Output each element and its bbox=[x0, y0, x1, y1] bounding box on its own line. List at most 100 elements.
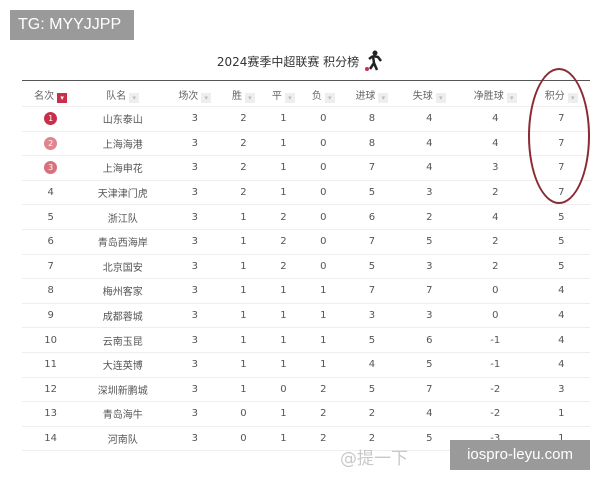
column-header[interactable]: 失球 ▾ bbox=[400, 84, 458, 107]
cell-5: 0 bbox=[303, 204, 344, 230]
cell-value: 3 bbox=[191, 260, 198, 272]
cell-5: 0 bbox=[303, 155, 344, 181]
sort-icon[interactable]: ▾ bbox=[201, 93, 212, 103]
column-header[interactable]: 场次 ▾ bbox=[166, 84, 224, 107]
cell-value: 3 bbox=[426, 187, 433, 199]
team-name: 梅州客家 bbox=[102, 287, 143, 299]
header-row: 名次 ▾ 队名 ▾ 场次 ▾ 胜 ▾ 平 ▾ 负 ▾ 进球 ▾ 失球 ▾ 净胜球 ▾ 积分 ▾ bbox=[22, 84, 590, 107]
cell-2: 3 bbox=[166, 180, 224, 206]
team-name: 深圳新鹏城 bbox=[97, 385, 148, 397]
rank-medal-icon: 1 bbox=[44, 112, 58, 126]
cell-1: 梅州客家 bbox=[79, 278, 167, 304]
cell-value: 3 bbox=[191, 433, 198, 445]
cell-0: 4 bbox=[22, 180, 80, 206]
team-name: 云南玉昆 bbox=[102, 336, 143, 348]
sort-icon[interactable]: ▾ bbox=[506, 93, 517, 103]
cell-value: 2 bbox=[320, 433, 327, 445]
column-header[interactable]: 负 ▾ bbox=[303, 84, 344, 107]
cell-value: 2 bbox=[368, 433, 376, 445]
cell-7: 4 bbox=[400, 106, 458, 132]
cell-value: 7 bbox=[47, 260, 54, 272]
table-row: 10 云南玉昆 3 1 1 1 5 6 -1 4 bbox=[22, 327, 590, 353]
cell-value: 5 bbox=[426, 433, 433, 445]
cell-6: 5 bbox=[343, 327, 401, 353]
sort-icon[interactable]: ▾ bbox=[244, 93, 255, 103]
cell-5: 1 bbox=[303, 303, 344, 329]
cell-value: -1 bbox=[490, 359, 501, 371]
cell-value: -1 bbox=[490, 334, 501, 346]
sort-icon[interactable]: ▾ bbox=[57, 93, 68, 103]
column-header[interactable]: 进球 ▾ bbox=[343, 84, 401, 107]
cell-value: 0 bbox=[320, 162, 327, 174]
standings-table: 名次 ▾ 队名 ▾ 场次 ▾ 胜 ▾ 平 ▾ 负 ▾ 进球 ▾ 失球 ▾ 净胜球 ▾ 积分 ▾ 1 山东泰山 3 2 1 0 8 4… bbox=[22, 84, 590, 452]
cell-4: 1 bbox=[263, 155, 304, 181]
cell-value: 0 bbox=[320, 137, 327, 149]
cell-8: 2 bbox=[457, 254, 533, 280]
sort-icon[interactable]: ▾ bbox=[378, 93, 389, 103]
cell-0: 2 bbox=[22, 131, 80, 157]
cell-2: 3 bbox=[166, 401, 224, 427]
team-name: 上海海港 bbox=[102, 139, 143, 151]
cell-2: 3 bbox=[166, 155, 224, 181]
cell-1: 天津津门虎 bbox=[79, 180, 167, 206]
table-row: 8 梅州客家 3 1 1 1 7 7 0 4 bbox=[22, 278, 590, 304]
cell-value: -2 bbox=[490, 383, 501, 395]
cell-value: 1 bbox=[280, 310, 287, 322]
cell-6: 3 bbox=[343, 303, 401, 329]
cell-7: 4 bbox=[400, 155, 458, 181]
sort-icon[interactable]: ▾ bbox=[435, 93, 446, 103]
cell-value: 5 bbox=[368, 187, 376, 199]
cell-value: 4 bbox=[426, 162, 433, 174]
cell-1: 大连英博 bbox=[79, 352, 167, 378]
column-header[interactable]: 胜 ▾ bbox=[223, 84, 264, 107]
cell-3: 0 bbox=[223, 426, 264, 452]
table-row: 11 大连英博 3 1 1 1 4 5 -1 4 bbox=[22, 352, 590, 378]
page-title: 2024赛季中超联赛 积分榜 bbox=[0, 50, 600, 72]
table-row: 7 北京国安 3 1 2 0 5 3 2 5 bbox=[22, 254, 590, 280]
cell-4: 1 bbox=[263, 426, 304, 452]
cell-value: 4 bbox=[47, 187, 54, 199]
cell-6: 7 bbox=[343, 155, 401, 181]
cell-0: 7 bbox=[22, 254, 80, 280]
soccer-player-icon bbox=[365, 50, 383, 71]
cell-2: 3 bbox=[166, 327, 224, 353]
cell-value: 1 bbox=[320, 310, 327, 322]
cell-value: 4 bbox=[426, 113, 433, 125]
column-header[interactable]: 队名 ▾ bbox=[79, 84, 167, 107]
cell-1: 浙江队 bbox=[79, 204, 167, 230]
table-row: 6 青岛西海岸 3 1 2 0 7 5 2 5 bbox=[22, 229, 590, 255]
team-name: 大连英博 bbox=[102, 361, 143, 373]
column-header[interactable]: 平 ▾ bbox=[263, 84, 304, 107]
cell-1: 上海海港 bbox=[79, 131, 167, 157]
cell-value: 1 bbox=[280, 137, 287, 149]
team-name: 青岛西海岸 bbox=[97, 238, 148, 250]
team-name: 北京国安 bbox=[102, 262, 143, 274]
cell-value: 5 bbox=[47, 211, 54, 223]
cell-value: 1 bbox=[558, 408, 565, 420]
cell-value: 2 bbox=[492, 236, 499, 248]
cell-1: 青岛西海岸 bbox=[79, 229, 167, 255]
cell-value: 2 bbox=[240, 137, 247, 149]
sort-icon[interactable]: ▾ bbox=[129, 93, 140, 103]
cell-value: 1 bbox=[240, 285, 247, 297]
cell-value: 5 bbox=[558, 260, 565, 272]
column-header[interactable]: 名次 ▾ bbox=[22, 84, 80, 107]
cell-value: 3 bbox=[368, 310, 376, 322]
cell-4: 2 bbox=[263, 229, 304, 255]
sort-icon[interactable]: ▾ bbox=[284, 93, 295, 103]
sort-icon[interactable]: ▾ bbox=[324, 93, 335, 103]
cell-value: 3 bbox=[191, 408, 198, 420]
rank-medal-icon: 2 bbox=[44, 136, 58, 150]
cell-value: 2 bbox=[492, 260, 499, 272]
cell-9: 4 bbox=[532, 303, 590, 329]
cell-6: 5 bbox=[343, 254, 401, 280]
cell-value: 4 bbox=[492, 113, 499, 125]
team-name: 上海申花 bbox=[102, 164, 143, 176]
cell-3: 1 bbox=[223, 254, 264, 280]
cell-2: 3 bbox=[166, 204, 224, 230]
cell-3: 1 bbox=[223, 377, 264, 403]
column-header[interactable]: 净胜球 ▾ bbox=[457, 84, 533, 107]
cell-value: 0 bbox=[320, 187, 327, 199]
cell-4: 2 bbox=[263, 204, 304, 230]
cell-8: 2 bbox=[457, 229, 533, 255]
